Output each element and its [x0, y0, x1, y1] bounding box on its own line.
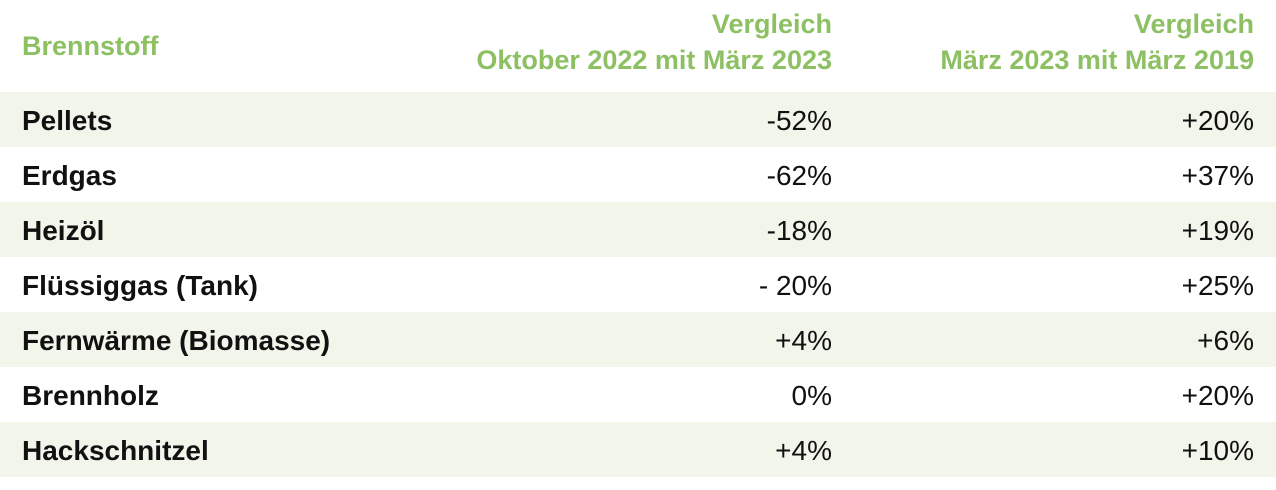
oct22-mar23-value: -52% [766, 105, 832, 136]
oct22-mar23-value: 0% [791, 380, 832, 411]
mar23-mar19-value: +20% [1181, 105, 1254, 136]
table-row: Pellets -52% +20% [0, 92, 1276, 147]
oct22-mar23-value: +4% [775, 325, 832, 356]
table-row: Erdgas -62% +37% [0, 147, 1276, 202]
header-oct22-mar23-line2: Oktober 2022 mit März 2023 [476, 45, 832, 75]
mar23-mar19-value: +20% [1181, 380, 1254, 411]
header-mar23-mar19: Vergleich März 2023 mit März 2019 [940, 6, 1254, 78]
table-header: Brennstoff Vergleich Oktober 2022 mit Mä… [0, 0, 1276, 92]
fuel-name: Fernwärme (Biomasse) [22, 325, 331, 356]
mar23-mar19-value: +6% [1197, 325, 1254, 356]
header-oct22-mar23: Vergleich Oktober 2022 mit März 2023 [476, 6, 832, 78]
fuel-name: Hackschnitzel [22, 435, 209, 466]
table-row: Hackschnitzel +4% +10% [0, 422, 1276, 477]
table-row: Heizöl -18% +19% [0, 202, 1276, 257]
fuel-name: Heizöl [22, 215, 105, 246]
header-fuel: Brennstoff [22, 31, 159, 61]
fuel-name: Brennholz [22, 380, 159, 411]
fuel-name: Erdgas [22, 160, 117, 191]
table-row: Fernwärme (Biomasse) +4% +6% [0, 312, 1276, 367]
mar23-mar19-value: +37% [1181, 160, 1254, 191]
mar23-mar19-value: +19% [1181, 215, 1254, 246]
table-body: Pellets -52% +20% Erdgas -62% +37% Heizö… [0, 92, 1276, 477]
header-mar23-mar19-line2: März 2023 mit März 2019 [940, 45, 1254, 75]
fuel-name: Flüssiggas (Tank) [22, 270, 258, 301]
header-mar23-mar19-line1: Vergleich [1133, 9, 1254, 39]
oct22-mar23-value: - 20% [758, 270, 832, 301]
oct22-mar23-value: -62% [766, 160, 832, 191]
fuel-name: Pellets [22, 105, 113, 136]
header-oct22-mar23-line1: Vergleich [711, 9, 832, 39]
oct22-mar23-value: +4% [775, 435, 832, 466]
table-row: Flüssiggas (Tank) - 20% +25% [0, 257, 1276, 312]
mar23-mar19-value: +10% [1181, 435, 1254, 466]
mar23-mar19-value: +25% [1181, 270, 1254, 301]
table-row: Brennholz 0% +20% [0, 367, 1276, 422]
oct22-mar23-value: -18% [766, 215, 832, 246]
